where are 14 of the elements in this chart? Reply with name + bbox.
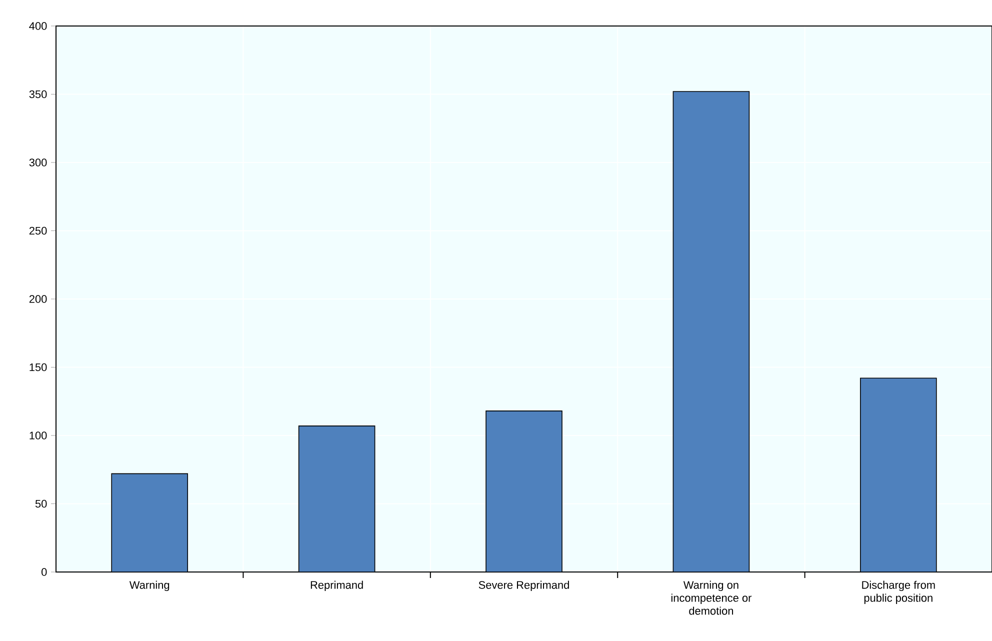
x-tick-label: Severe Reprimand [478, 580, 569, 592]
y-tick-label: 0 [42, 568, 47, 576]
y-tick-label: 200 [29, 295, 47, 303]
x-tick-label: Discharge from public position [862, 580, 935, 604]
y-tick-label: 100 [30, 432, 47, 440]
x-tick-label: Warning [129, 580, 170, 592]
y-tick-label: 150 [30, 363, 47, 372]
y-tick-label: 350 [29, 90, 47, 98]
x-tick-label: Reprimand [310, 580, 363, 592]
y-tick-label: 50 [35, 500, 47, 508]
y-tick-label: 250 [29, 226, 47, 235]
x-tick-label: Warning on incompetence or demotion [671, 580, 752, 615]
y-tick-label: 400 [29, 22, 47, 30]
y-tick-label: 300 [29, 158, 47, 166]
